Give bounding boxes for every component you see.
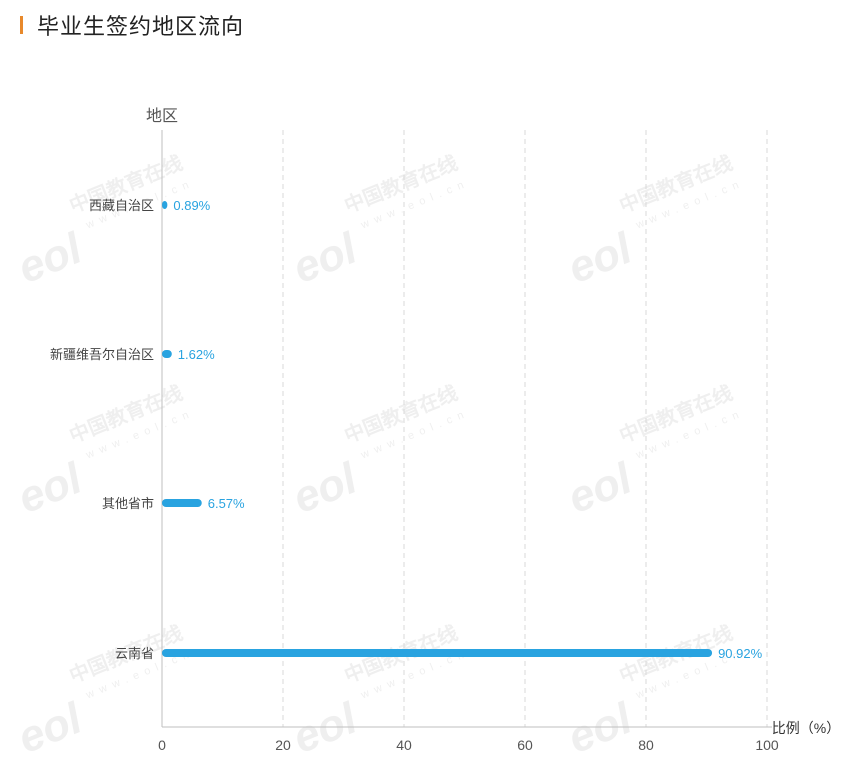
data-label: 1.62% bbox=[178, 347, 215, 362]
y-tick-label: 云南省 bbox=[115, 646, 154, 661]
data-label: 0.89% bbox=[173, 198, 210, 213]
bar-3 bbox=[162, 649, 713, 657]
y-tick-label: 新疆维吾尔自治区 bbox=[50, 347, 154, 362]
x-axis-title: 比例（%） bbox=[772, 720, 840, 736]
bar-2 bbox=[162, 499, 202, 507]
x-tick-label: 60 bbox=[517, 737, 533, 753]
title-accent-bar bbox=[20, 16, 23, 34]
data-label: 6.57% bbox=[208, 496, 245, 511]
title-bar: 毕业生签约地区流向 bbox=[20, 8, 244, 42]
x-tick-label: 20 bbox=[275, 737, 291, 753]
bar-0 bbox=[162, 201, 168, 209]
x-tick-label: 100 bbox=[755, 737, 779, 753]
x-tick-label: 40 bbox=[396, 737, 412, 753]
bars: 0.89% 1.62% 6.57% 90.92% bbox=[162, 198, 763, 661]
grid-lines bbox=[282, 130, 768, 727]
x-tick-label: 80 bbox=[638, 737, 654, 753]
y-axis-title: 地区 bbox=[146, 107, 178, 125]
data-label: 90.92% bbox=[718, 646, 763, 661]
page-title: 毕业生签约地区流向 bbox=[37, 14, 245, 39]
y-tick-label: 西藏自治区 bbox=[89, 198, 154, 213]
bar-1 bbox=[162, 350, 172, 358]
x-tick-label: 0 bbox=[158, 737, 166, 753]
y-tick-label: 其他省市 bbox=[102, 496, 154, 511]
